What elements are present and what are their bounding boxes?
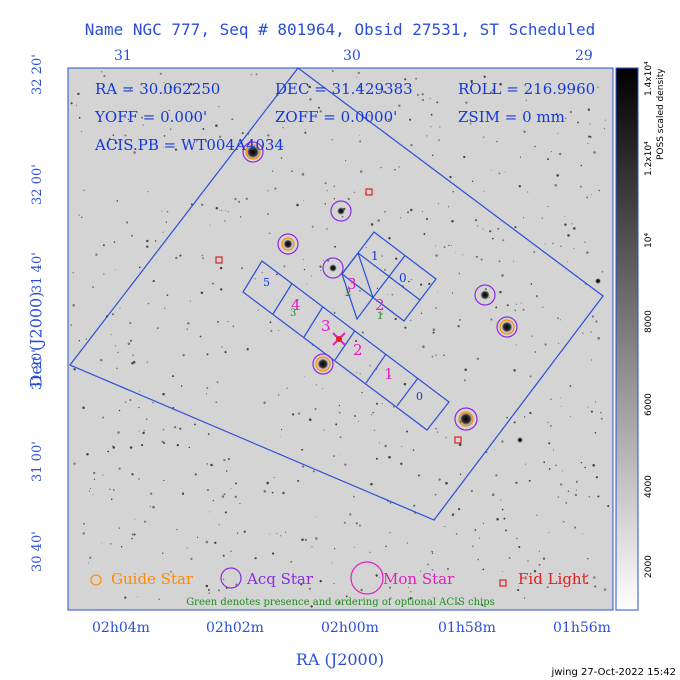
legend-acq-symbol: [220, 567, 242, 589]
chip-s-2-label: 2: [353, 341, 363, 359]
legend-acq-label: Acq Star: [247, 570, 314, 588]
top-tick-29: 29: [575, 48, 593, 64]
chip-s-5-label: 5: [263, 276, 270, 289]
chip-s-3-label: 3: [321, 317, 331, 335]
colorbar: [615, 67, 639, 611]
ra-readout: RA = 30.062250: [95, 80, 221, 98]
dec-readout: DEC = 31.429383: [275, 80, 413, 98]
yoff-readout: YOFF = 0.000': [95, 108, 208, 126]
guide-star-circles: [245, 144, 515, 427]
legend-mon-label: Mon Star: [383, 570, 455, 588]
chart-title: Name NGC 777, Seq # 801964, Obsid 27531,…: [84, 20, 596, 39]
colorbar-tick-8000: 8000: [644, 310, 654, 333]
legend-fid-symbol: [499, 579, 507, 587]
optional-order-3: 3: [290, 308, 297, 319]
colorbar-tick-6000: 6000: [644, 393, 654, 416]
bottom-tick-01h56m: 01h56m: [553, 620, 611, 636]
bottom-tick-02h04m: 02h04m: [92, 620, 150, 636]
acis-s-chips: [242, 260, 450, 431]
left-tick-31-40: 31 40': [30, 252, 45, 293]
colorbar-tick-10000: 10⁴: [644, 232, 654, 248]
optional-order-1: 1: [377, 311, 384, 322]
left-tick-31-00: 31 00': [30, 441, 45, 482]
colorbar-label: POSS scaled density: [656, 68, 666, 160]
y-axis-label: Dec (J2000): [26, 291, 46, 388]
optional-chips-note: Green denotes presence and ordering of o…: [186, 597, 495, 608]
chip-i-2-label: 2: [375, 296, 385, 314]
acq-star-circles: [242, 141, 518, 431]
legend-guide-label: Guide Star: [111, 570, 194, 588]
bottom-tick-02h00m: 02h00m: [321, 620, 379, 636]
optional-order-2: 2: [345, 288, 352, 299]
chip-s-1-label: 1: [384, 365, 394, 383]
bottom-tick-01h58m: 01h58m: [438, 620, 496, 636]
colorbar-tick-14000: 1.4x10⁴: [644, 61, 654, 96]
chip-s-4-label: 4: [291, 296, 301, 314]
roll-readout: ROLL = 216.9960: [458, 80, 596, 98]
colorbar-tick-4000: 4000: [644, 475, 654, 498]
left-tick-30-40: 30 40': [30, 531, 45, 572]
legend-fid-label: Fid Light: [518, 570, 588, 588]
zsim-readout: ZSIM = 0 mm: [458, 108, 565, 126]
colorbar-tick-2000: 2000: [644, 555, 654, 578]
zoff-readout: ZOFF = 0.0000': [275, 108, 398, 126]
colorbar-tick-12000: 1.2x10⁴: [644, 141, 654, 176]
acis-readout: ACIS.PB = WT004A4034: [95, 136, 285, 154]
top-tick-31: 31: [114, 48, 132, 64]
x-axis-label: RA (J2000): [295, 650, 385, 669]
chip-i-3-label: 3: [347, 275, 357, 293]
left-tick-32-00: 32 00': [30, 164, 45, 205]
fid-light-markers: [215, 188, 462, 444]
legend-guide-symbol: [90, 574, 102, 586]
chip-i-0-label: 0: [399, 271, 407, 285]
acis-i-chip-3-outline: [341, 251, 374, 321]
timestamp-footer: jwing 27-Oct-2022 15:42: [551, 667, 676, 678]
top-tick-30: 30: [343, 48, 361, 64]
bottom-tick-02h02m: 02h02m: [206, 620, 264, 636]
chip-s-0-label: 0: [416, 390, 423, 403]
chip-i-1-label: 1: [371, 249, 379, 263]
legend-mon-symbol: [350, 561, 384, 595]
bright-stars: [246, 145, 601, 443]
left-tick-32-20: 32 20': [30, 54, 45, 95]
fov-outline: [69, 67, 604, 521]
